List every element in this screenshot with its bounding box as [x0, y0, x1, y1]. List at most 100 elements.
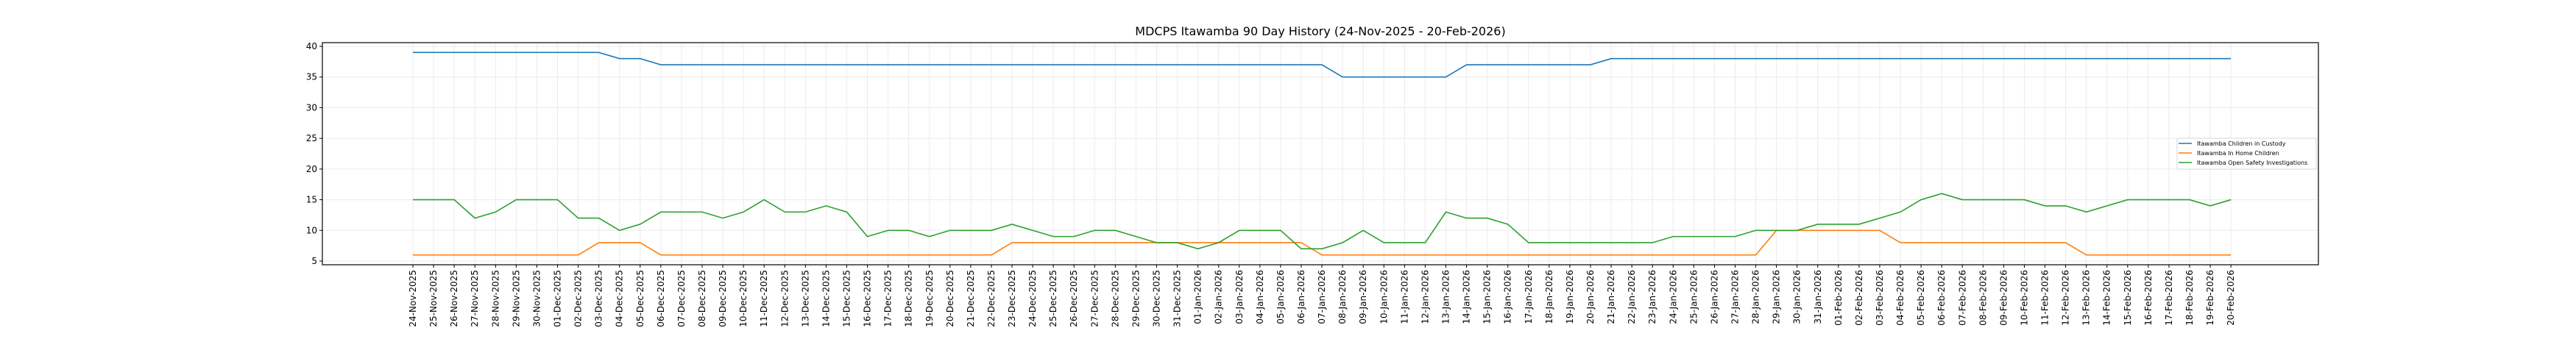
x-tick-label: 10-Dec-2025	[738, 270, 749, 327]
x-tick-label: 14-Feb-2026	[2102, 270, 2112, 326]
x-tick-label: 17-Dec-2025	[883, 270, 894, 327]
y-tick-label: 25	[306, 133, 317, 143]
x-tick-label: 06-Feb-2026	[1936, 270, 1947, 326]
legend-label: Itawamba Open Safety Investigations	[2197, 160, 2307, 166]
x-tick-label: 23-Dec-2025	[1007, 270, 1017, 327]
x-tick-label: 05-Jan-2026	[1275, 270, 1286, 324]
x-tick-label: 08-Dec-2025	[697, 270, 707, 327]
x-tick-label: 16-Feb-2026	[2143, 270, 2154, 326]
plot-frame	[322, 42, 2319, 265]
x-tick-label: 06-Jan-2026	[1296, 270, 1306, 324]
x-tick-label: 01-Feb-2026	[1833, 270, 1844, 326]
legend-label: Itawamba Children in Custody	[2197, 140, 2286, 147]
x-tick-label: 31-Jan-2026	[1813, 270, 1823, 324]
x-tick-label: 27-Nov-2025	[470, 270, 480, 327]
x-tick-label: 22-Jan-2026	[1627, 270, 1637, 324]
series-1	[412, 229, 2232, 256]
x-tick-label: 15-Feb-2026	[2123, 270, 2133, 326]
x-tick-label: 30-Nov-2025	[531, 270, 542, 327]
y-tick-label: 35	[306, 72, 317, 82]
x-tick-label: 10-Feb-2026	[2019, 270, 2029, 326]
x-tick-label: 12-Dec-2025	[779, 270, 790, 327]
x-tick-label: 04-Dec-2025	[615, 270, 625, 327]
x-tick-label: 10-Jan-2026	[1379, 270, 1389, 324]
y-axis: 5 10 15 20 25 30 35 40	[306, 41, 322, 266]
x-tick-label: 26-Dec-2025	[1069, 270, 1079, 327]
x-tick-label: 13-Dec-2025	[800, 270, 810, 327]
x-tick-label: 24-Dec-2025	[1027, 270, 1038, 327]
x-tick-label: 09-Feb-2026	[1998, 270, 2009, 326]
x-tick-label: 09-Dec-2025	[718, 270, 728, 327]
x-tick-label: 14-Dec-2025	[821, 270, 831, 327]
x-tick-label: 28-Nov-2025	[490, 270, 500, 327]
y-tick-label: 15	[306, 195, 317, 205]
x-tick-label: 25-Jan-2026	[1688, 270, 1699, 324]
series-0	[412, 51, 2232, 78]
x-tick-label: 27-Dec-2025	[1089, 270, 1100, 327]
x-tick-label: 11-Dec-2025	[759, 270, 769, 327]
x-tick-label: 15-Dec-2025	[841, 270, 852, 327]
x-tick-label: 19-Jan-2026	[1565, 270, 1575, 324]
x-tick-label: 01-Dec-2025	[552, 270, 562, 327]
x-tick-label: 06-Dec-2025	[656, 270, 666, 327]
x-tick-label: 03-Dec-2025	[594, 270, 604, 327]
legend-label: Itawamba In Home Children	[2197, 150, 2279, 157]
x-tick-label: 08-Feb-2026	[1978, 270, 1988, 326]
x-tick-label: 13-Jan-2026	[1441, 270, 1451, 324]
x-tick-label: 15-Jan-2026	[1482, 270, 1493, 324]
x-tick-label: 22-Dec-2025	[986, 270, 997, 327]
grid	[322, 43, 2318, 265]
y-tick-label: 10	[306, 225, 317, 235]
x-tick-label: 29-Nov-2025	[511, 270, 521, 327]
x-tick-label: 17-Feb-2026	[2164, 270, 2174, 326]
x-tick-label: 04-Jan-2026	[1255, 270, 1265, 324]
y-tick-label: 20	[306, 164, 317, 174]
x-tick-label: 28-Jan-2026	[1751, 270, 1761, 324]
series-2	[412, 193, 2232, 250]
x-tick-label: 26-Jan-2026	[1709, 270, 1719, 324]
x-tick-label: 08-Jan-2026	[1337, 270, 1348, 324]
x-tick-label: 19-Feb-2026	[2205, 270, 2215, 326]
x-tick-label: 12-Jan-2026	[1420, 270, 1430, 324]
x-tick-label: 07-Dec-2025	[676, 270, 687, 327]
x-tick-label: 21-Dec-2025	[966, 270, 976, 327]
x-tick-label: 18-Dec-2025	[904, 270, 914, 327]
chart-title: MDCPS Itawamba 90 Day History (24-Nov-20…	[1135, 24, 1505, 38]
legend-box	[2176, 138, 2317, 170]
x-tick-label: 02-Jan-2026	[1214, 270, 1224, 324]
x-tick-label: 12-Feb-2026	[2061, 270, 2071, 326]
x-tick-label: 23-Jan-2026	[1647, 270, 1657, 324]
x-tick-label: 26-Nov-2025	[449, 270, 459, 327]
x-tick-label: 20-Feb-2026	[2226, 270, 2236, 326]
x-tick-label: 20-Jan-2026	[1585, 270, 1596, 324]
x-tick-label: 17-Jan-2026	[1524, 270, 1534, 324]
y-tick-label: 30	[306, 102, 317, 113]
x-tick-label: 01-Jan-2026	[1193, 270, 1203, 324]
x-tick-label: 30-Dec-2025	[1152, 270, 1162, 327]
x-tick-label: 28-Dec-2025	[1110, 270, 1120, 327]
y-tick-label: 40	[306, 41, 317, 51]
x-tick-label: 29-Dec-2025	[1130, 270, 1141, 327]
x-tick-label: 11-Feb-2026	[2040, 270, 2050, 326]
x-tick-label: 25-Dec-2025	[1048, 270, 1058, 327]
x-tick-label: 07-Jan-2026	[1317, 270, 1327, 324]
x-tick-label: 05-Dec-2025	[635, 270, 645, 327]
x-tick-label: 24-Jan-2026	[1668, 270, 1678, 324]
x-tick-label: 30-Jan-2026	[1792, 270, 1802, 324]
x-tick-label: 05-Feb-2026	[1916, 270, 1926, 326]
x-tick-label: 18-Feb-2026	[2184, 270, 2195, 326]
x-tick-label: 16-Dec-2025	[863, 270, 873, 327]
x-tick-label: 19-Dec-2025	[924, 270, 935, 327]
x-axis: 24-Nov-2025 25-Nov-2025 26-Nov-2025 27-Nov-…	[408, 265, 2236, 327]
x-tick-label: 18-Jan-2026	[1544, 270, 1554, 324]
x-tick-label: 09-Jan-2026	[1358, 270, 1368, 324]
x-tick-label: 21-Jan-2026	[1606, 270, 1616, 324]
x-tick-label: 31-Dec-2025	[1172, 270, 1183, 327]
x-tick-label: 20-Dec-2025	[945, 270, 955, 327]
x-tick-label: 03-Feb-2026	[1875, 270, 1885, 326]
x-tick-label: 04-Feb-2026	[1895, 270, 1906, 326]
x-tick-label: 13-Feb-2026	[2081, 270, 2092, 326]
x-tick-label: 16-Jan-2026	[1503, 270, 1513, 324]
x-tick-label: 02-Feb-2026	[1854, 270, 1864, 326]
